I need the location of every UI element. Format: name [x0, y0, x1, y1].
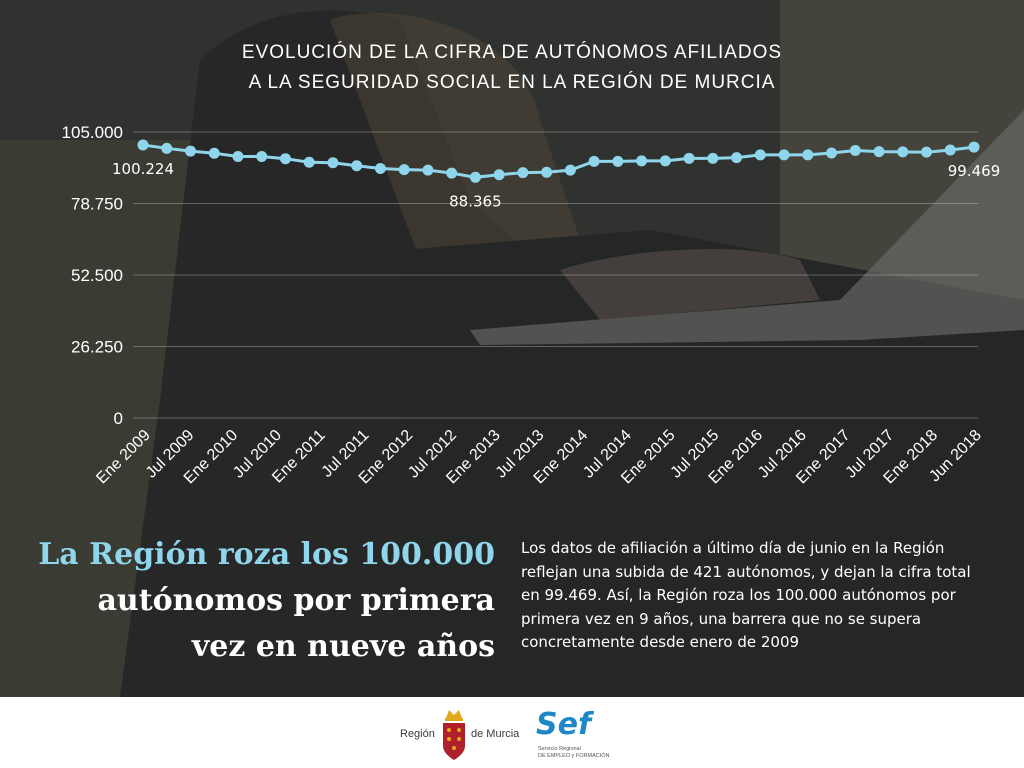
chart-title-line-2: A LA SEGURIDAD SOCIAL EN LA REGIÓN DE MU…	[248, 72, 776, 93]
sef-wordmark: Sef	[536, 707, 592, 742]
y-tick-label: 52.500	[71, 266, 123, 285]
data-point	[303, 156, 315, 168]
data-point	[541, 166, 553, 178]
data-point	[564, 164, 576, 176]
y-tick-label: 0	[114, 409, 123, 428]
data-point	[636, 155, 648, 167]
data-point	[754, 149, 766, 161]
data-point	[208, 147, 220, 159]
chart-title-line-1: EVOLUCIÓN DE LA CIFRA DE AUTÓNOMOS AFILI…	[241, 42, 783, 63]
data-point	[279, 153, 291, 165]
y-tick-label: 78.750	[71, 195, 123, 214]
data-label: 99.469	[948, 162, 1001, 180]
sef-logo: Sef Servicio Regional DE EMPLEO y FORMAC…	[536, 708, 646, 764]
data-point	[659, 155, 671, 167]
data-point	[802, 149, 814, 161]
data-point	[351, 160, 363, 172]
background-photo	[0, 0, 1024, 697]
footer	[0, 697, 1024, 768]
crest-icon	[443, 710, 465, 760]
data-point	[826, 147, 838, 159]
data-point	[731, 152, 743, 164]
data-point	[612, 155, 624, 167]
data-point	[873, 146, 885, 158]
data-point	[256, 151, 268, 163]
data-point	[897, 146, 909, 158]
data-point	[422, 164, 434, 176]
headline-line-3: vez en nueve años	[191, 629, 495, 664]
region-logo-right-text: de Murcia	[471, 728, 520, 740]
data-point	[398, 164, 410, 176]
data-point	[232, 151, 244, 163]
data-point	[493, 169, 505, 181]
data-point	[683, 152, 695, 164]
data-label: 88.365	[449, 192, 502, 210]
headline-line-2: autónomos por primera	[97, 583, 495, 618]
y-tick-label: 26.250	[71, 338, 123, 357]
data-point	[517, 167, 529, 179]
hero-panel: 0 26.250 52.500 78.750 105.000 Ene 2009 Jul 2…	[0, 0, 1024, 697]
data-point	[374, 162, 386, 174]
data-point	[944, 144, 956, 156]
data-point	[778, 149, 790, 161]
data-label: 100.224	[112, 160, 174, 178]
region-de-murcia-logo: Región de Murcia	[398, 706, 528, 762]
data-point	[588, 155, 600, 167]
headline: La Región roza los 100.000 autónomos por…	[20, 532, 495, 670]
data-point	[849, 145, 861, 157]
data-point	[968, 141, 980, 153]
data-point	[469, 171, 481, 183]
data-point	[327, 157, 339, 169]
body-paragraph: Los datos de afiliación a último día de …	[521, 539, 971, 651]
series-line	[142, 143, 975, 179]
sef-subtitle-1: Servicio Regional	[538, 746, 581, 752]
headline-line-1: La Región roza los 100.000	[38, 537, 495, 572]
region-logo-left-text: Región	[400, 728, 435, 740]
data-point	[184, 145, 196, 157]
y-tick-label: 105.000	[62, 123, 123, 142]
data-point	[446, 167, 458, 179]
data-point	[161, 142, 173, 154]
sef-subtitle-2: DE EMPLEO y FORMACIÓN	[538, 753, 610, 759]
x-tick-label: Ene 2009	[93, 427, 154, 488]
data-point	[921, 146, 933, 158]
data-point	[137, 139, 149, 151]
data-point	[707, 152, 719, 164]
